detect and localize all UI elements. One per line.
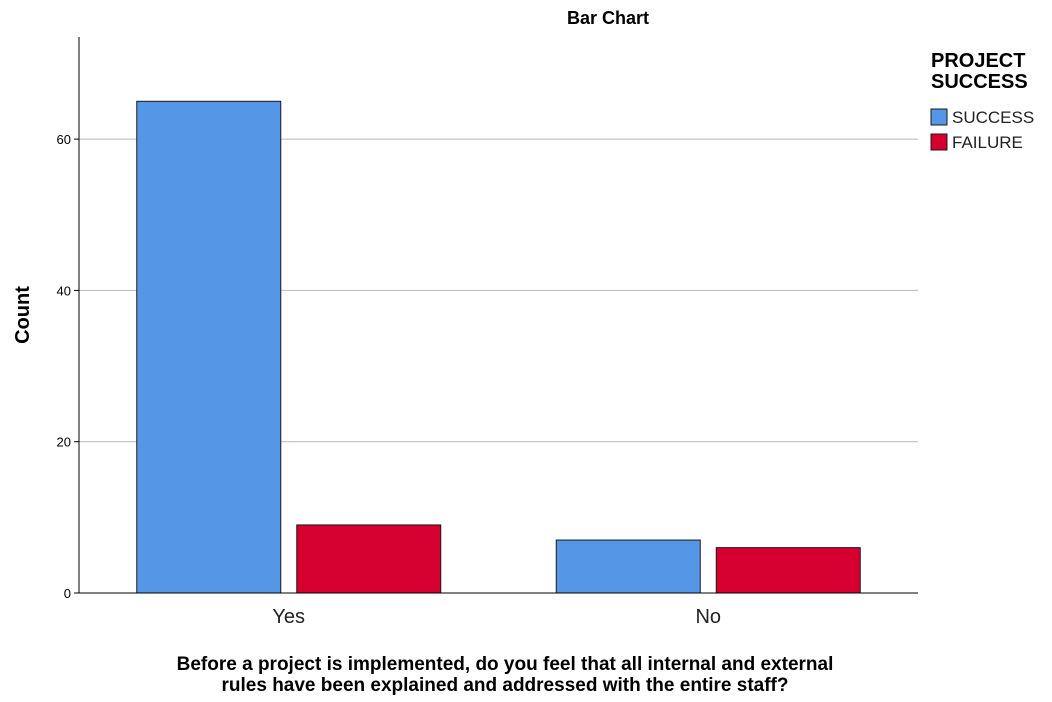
legend: PROJECT SUCCESS SUCCESS FAILURE xyxy=(930,50,1034,152)
x-category-label: Yes xyxy=(272,606,305,628)
chart-title: Bar Chart xyxy=(567,8,649,28)
legend-label-success: SUCCESS xyxy=(952,108,1034,127)
y-tick-label: 40 xyxy=(57,283,71,298)
legend-title-line-1: PROJECT xyxy=(931,50,1025,72)
y-tick-label: 60 xyxy=(57,132,71,147)
legend-label-failure: FAILURE xyxy=(952,133,1023,152)
bars xyxy=(136,100,861,594)
y-axis-ticks: 0 20 40 60 xyxy=(57,132,79,601)
y-axis-label: Count xyxy=(12,286,34,344)
x-category-label: No xyxy=(695,606,721,628)
bar-no-failure xyxy=(715,547,861,594)
x-axis-label-line-2: rules have been explained and addressed … xyxy=(222,675,789,696)
legend-title-line-2: SUCCESS xyxy=(931,71,1028,93)
y-tick-label: 0 xyxy=(64,586,71,601)
bar-no-success xyxy=(555,539,701,594)
x-axis-categories: Yes No xyxy=(272,606,721,628)
bar-yes-failure xyxy=(296,524,442,594)
y-tick-label: 20 xyxy=(57,435,71,450)
legend-items: SUCCESS FAILURE xyxy=(930,108,1034,152)
bar-yes-success xyxy=(136,100,282,594)
legend-swatch-failure xyxy=(930,133,948,151)
x-axis-label-line-1: Before a project is implemented, do you … xyxy=(177,654,834,675)
legend-swatch-success xyxy=(930,108,948,126)
